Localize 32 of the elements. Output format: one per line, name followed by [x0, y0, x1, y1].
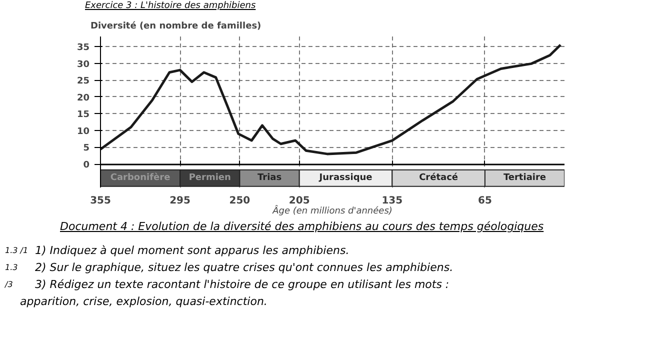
text: /3	[5, 279, 13, 291]
text: 1.3	[5, 262, 18, 274]
x-tick-label: 205	[288, 196, 310, 206]
x-tick-label: 250	[229, 196, 250, 206]
band-label: Jurassique	[318, 173, 372, 184]
x-tick-label: 355	[90, 196, 111, 206]
text: 1.3 /1	[5, 245, 28, 257]
band-label: Crétacé	[419, 172, 458, 184]
y-tick-label: 20	[76, 93, 90, 104]
text: 1) Indiquez à quel moment sont apparus les amphibiens.	[35, 243, 350, 258]
y-tick-label: 30	[76, 60, 90, 70]
y-tick-label: 10	[76, 126, 90, 137]
text: Document 4 : Evolution de la diversité des amphibiens au cours des temps géologiques	[60, 220, 544, 233]
y-tick-label: 5	[83, 144, 90, 154]
text: apparition, crise, explosion, quasi-extinction.	[20, 294, 268, 309]
x-tick-label: 295	[170, 196, 191, 206]
y-axis-title: Diversité (en nombre de familles)	[90, 20, 262, 32]
band-label: Trias	[257, 173, 282, 184]
x-tick-label: 135	[382, 196, 403, 206]
y-tick-label: 0	[83, 160, 90, 171]
chart-title: Exercice 3 : L'histoire des amphibiens	[85, 1, 256, 11]
text: 3) Rédigez un texte racontant l'histoire de ce groupe en utilisant les mots :	[35, 277, 450, 292]
y-tick-label: 35	[76, 43, 90, 54]
band-label: Tertiaire	[503, 173, 546, 184]
y-tick-label: 25	[76, 76, 90, 87]
line-series	[100, 44, 562, 156]
y-tick-label: 15	[76, 110, 90, 120]
x-tick-label: 65	[478, 196, 492, 206]
band-label: Permien	[188, 173, 231, 184]
text: 2) Sur le graphique, situez les quatre crises qu'ont connues les amphibiens.	[35, 260, 454, 275]
x-axis-title: Âge (en millions d'années)	[272, 204, 392, 216]
band-label: Carbonifère	[110, 172, 170, 184]
